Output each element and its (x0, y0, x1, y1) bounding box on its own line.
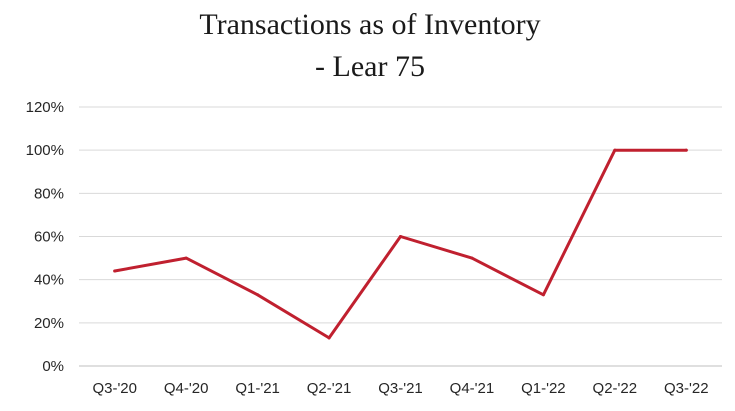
data-point (256, 293, 260, 297)
series-layer (113, 148, 688, 340)
data-point (399, 235, 402, 238)
x-tick-label: Q1-'21 (235, 380, 280, 397)
x-tick-label: Q1-'22 (521, 380, 566, 397)
y-tick-label: 80% (34, 185, 64, 202)
x-tick-label: Q2-'21 (307, 380, 352, 397)
y-tick-label: 40% (34, 272, 64, 289)
x-axis-ticks: Q3-'20 Q4-'20 Q1-'21 Q2-'21 Q3-'21 Q4-'21 Q1-'… (92, 380, 708, 397)
data-point (470, 256, 474, 260)
data-point (613, 148, 617, 152)
x-tick-label: Q4-'20 (164, 380, 209, 397)
data-point (684, 148, 688, 152)
gridlines (79, 106, 722, 367)
y-axis-ticks: 0% 20% 40% 60% 80% 100% 120% (26, 99, 64, 375)
y-tick-label: 20% (34, 315, 64, 332)
series-line (113, 148, 688, 340)
x-tick-label: Q3-'21 (378, 380, 423, 397)
y-tick-label: 0% (42, 358, 64, 375)
y-tick-label: 60% (34, 229, 64, 246)
data-point (327, 336, 331, 340)
chart-title-line-2: - Lear 75 (315, 50, 425, 83)
x-tick-label: Q4-'21 (450, 380, 495, 397)
data-point (541, 293, 545, 297)
data-point (113, 269, 117, 273)
x-tick-label: Q3-'20 (92, 380, 137, 397)
y-tick-label: 120% (26, 99, 64, 116)
x-tick-label: Q3-'22 (664, 380, 709, 397)
data-point (184, 256, 188, 260)
y-tick-label: 100% (26, 142, 64, 159)
chart-title-line-1: Transactions as of Inventory (199, 8, 540, 41)
x-tick-label: Q2-'22 (593, 380, 638, 397)
